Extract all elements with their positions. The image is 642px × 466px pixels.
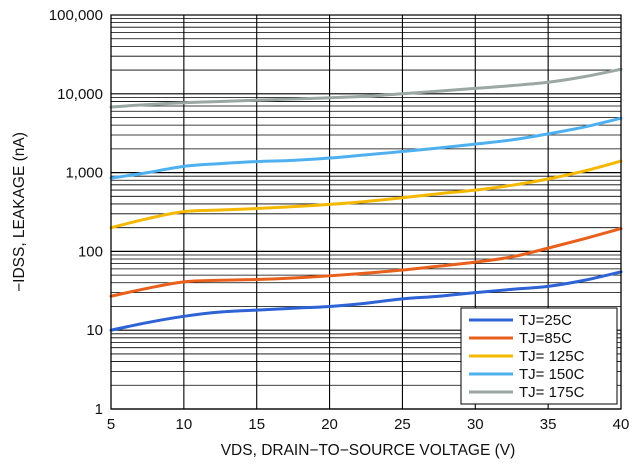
x-tick-label: 5 [107,416,115,433]
legend-label: TJ=85C [519,330,572,347]
y-tick-label: 100 [78,243,103,260]
y-tick-label: 1 [95,401,103,418]
x-tick-label: 10 [176,416,193,433]
y-tick-label: 10,000 [57,86,103,103]
x-tick-labels: 5 10 15 20 25 30 35 40 [107,416,630,433]
x-tick-label: 40 [613,416,630,433]
x-axis-title: VDS, DRAIN−TO−SOURCE VOLTAGE (V) [221,442,516,459]
legend-label: TJ=25C [519,312,572,329]
x-tick-label: 15 [248,416,265,433]
legend-label: TJ= 125C [519,348,585,365]
y-tick-labels: 1 10 100 1,000 10,000 100,000 [49,7,103,418]
y-tick-label: 10 [86,322,103,339]
series-line [109,159,623,230]
series-line [109,270,623,332]
series-line [109,67,623,109]
legend-label: TJ= 150C [519,366,585,383]
x-tick-label: 35 [540,416,557,433]
legend-label: TJ= 175C [519,384,585,401]
plot-frame [110,14,622,410]
series-line [109,227,623,298]
x-tick-label: 20 [321,416,338,433]
y-axis-title: −IDSS, LEAKAGE (nA) [11,132,28,292]
x-tick-label: 30 [467,416,484,433]
series-line [109,116,623,180]
x-tick-label: 25 [394,416,411,433]
y-tick-label: 100,000 [49,7,103,24]
y-tick-label: 1,000 [65,165,103,182]
series-lines [109,67,623,332]
